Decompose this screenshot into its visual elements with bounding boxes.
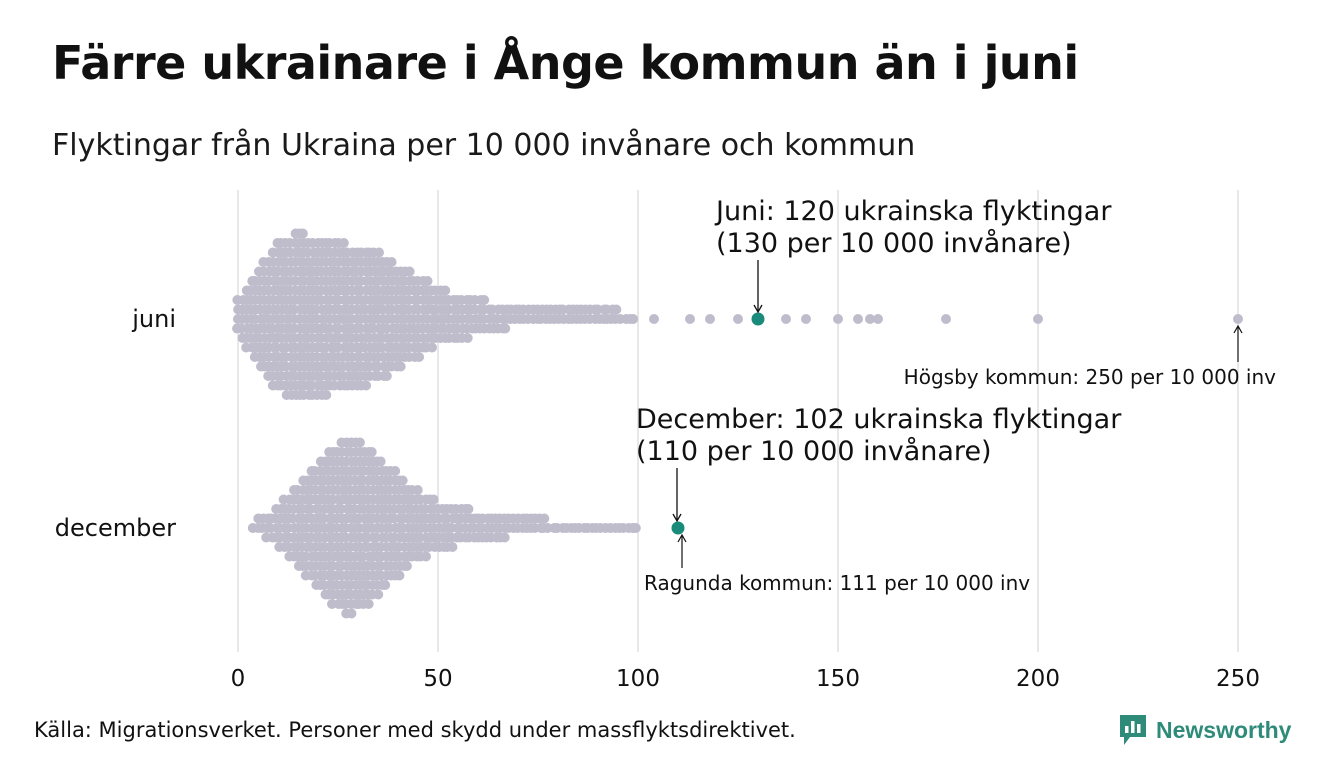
max-arrowhead-december bbox=[677, 533, 687, 543]
x-tick-label-150: 150 bbox=[816, 666, 860, 692]
beeswarm-chart: Juni: 120 ukrainska flyktingar(130 per 1… bbox=[55, 190, 1276, 692]
max-annotation-december: Ragunda kommun: 111 per 10 000 inv bbox=[644, 571, 1030, 595]
y-axis: juni december bbox=[55, 305, 176, 542]
dot-juni bbox=[361, 380, 372, 391]
dot-december bbox=[346, 608, 357, 619]
dot-december bbox=[420, 551, 431, 562]
dot-juni bbox=[611, 304, 622, 315]
dot-december bbox=[366, 447, 377, 457]
dot-december bbox=[354, 437, 365, 448]
dot-juni bbox=[781, 314, 791, 324]
dot-december bbox=[412, 485, 423, 495]
dot-december bbox=[390, 466, 401, 476]
dot-december bbox=[539, 513, 550, 524]
chart-subtitle: Flyktingar från Ukraina per 10 000 invån… bbox=[52, 128, 916, 163]
x-tick-label-200: 200 bbox=[1016, 666, 1060, 692]
dot-december bbox=[397, 475, 408, 486]
dot-juni bbox=[321, 390, 332, 400]
dot-juni bbox=[338, 238, 349, 248]
dot-juni bbox=[422, 276, 433, 286]
highlight-label-december-line2: (110 per 10 000 invånare) bbox=[636, 436, 992, 467]
dot-december bbox=[375, 456, 386, 467]
dot-juni bbox=[381, 371, 392, 381]
dot-juni bbox=[479, 295, 490, 305]
source-note: Källa: Migrationsverket. Personer med sk… bbox=[34, 718, 796, 742]
grid-lines bbox=[237, 190, 1239, 652]
dot-juni bbox=[853, 314, 863, 324]
dot-juni bbox=[801, 314, 811, 324]
dot-december bbox=[401, 561, 412, 571]
highlight-dot-december bbox=[671, 521, 685, 535]
dot-juni bbox=[941, 314, 951, 324]
dot-december bbox=[428, 494, 439, 505]
chart-title: Färre ukrainare i Ånge kommun än i juni bbox=[52, 36, 1079, 90]
dot-juni bbox=[685, 314, 695, 324]
dot-juni bbox=[649, 314, 659, 324]
highlight-label-juni-line2: (130 per 10 000 invånare) bbox=[716, 228, 1072, 259]
max-annotation-juni: Högsby kommun: 250 per 10 000 inv bbox=[904, 365, 1276, 389]
newsworthy-logo-icon bbox=[1120, 715, 1146, 745]
dot-juni bbox=[297, 228, 308, 239]
dot-juni bbox=[462, 333, 473, 343]
dot-juni bbox=[833, 314, 843, 324]
dot-juni bbox=[628, 314, 639, 324]
x-tick-label-250: 250 bbox=[1216, 666, 1260, 692]
dot-december bbox=[373, 589, 384, 600]
category-label-juni: juni bbox=[131, 305, 176, 333]
dot-december bbox=[363, 599, 374, 609]
dot-december bbox=[447, 542, 458, 552]
dot-juni bbox=[414, 352, 425, 362]
category-label-december: december bbox=[55, 514, 176, 542]
dot-juni bbox=[705, 314, 715, 324]
dot-juni bbox=[373, 247, 384, 258]
dot-juni bbox=[500, 323, 511, 334]
annotations-layer: Juni: 120 ukrainska flyktingar(130 per 1… bbox=[636, 196, 1276, 595]
highlight-label-december-line1: December: 102 ukrainska flyktingar bbox=[636, 404, 1122, 435]
dot-juni bbox=[386, 257, 397, 267]
highlight-arrowhead-december bbox=[672, 513, 682, 523]
dot-juni bbox=[733, 314, 743, 324]
x-axis: 0 50 100 150 200 250 bbox=[231, 666, 1260, 692]
x-tick-label-0: 0 bbox=[231, 666, 246, 692]
dot-december bbox=[499, 532, 510, 543]
dot-juni bbox=[404, 266, 415, 277]
dot-juni bbox=[426, 342, 437, 353]
x-tick-label-50: 50 bbox=[423, 666, 452, 692]
dot-december bbox=[630, 523, 641, 533]
dot-juni bbox=[1033, 314, 1043, 324]
dot-december bbox=[394, 570, 405, 581]
dot-december bbox=[380, 580, 391, 590]
brand-name: Newsworthy bbox=[1156, 716, 1292, 743]
dot-juni bbox=[395, 361, 406, 372]
dot-juni bbox=[1233, 314, 1243, 324]
highlight-dot-juni bbox=[751, 312, 765, 326]
max-arrowhead-juni bbox=[1233, 324, 1243, 334]
highlight-arrowhead-juni bbox=[753, 304, 763, 314]
x-tick-label-100: 100 bbox=[616, 666, 660, 692]
dot-juni bbox=[440, 285, 451, 296]
dot-juni bbox=[865, 314, 875, 324]
highlight-label-juni-line1: Juni: 120 ukrainska flyktingar bbox=[714, 196, 1112, 227]
dot-juni bbox=[873, 314, 883, 324]
newsworthy-logo[interactable]: Newsworthy bbox=[1118, 713, 1291, 747]
dot-december bbox=[463, 504, 474, 514]
